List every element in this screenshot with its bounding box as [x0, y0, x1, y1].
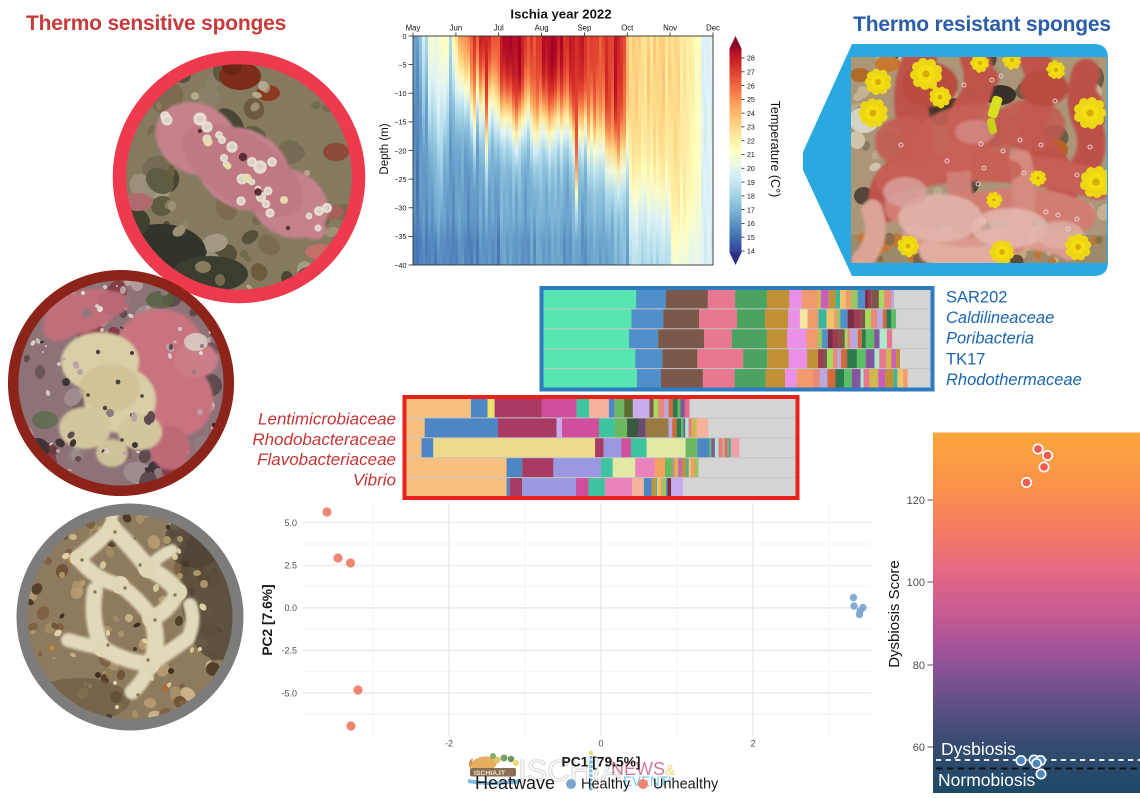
svg-text:Jun: Jun	[450, 24, 463, 33]
svg-text:28: 28	[747, 56, 755, 63]
svg-text:80: 80	[913, 660, 925, 672]
svg-text:Lentimicrobiaceae: Lentimicrobiaceae	[258, 410, 396, 429]
svg-text:Heatwave: Heatwave	[475, 773, 555, 793]
svg-text:Thermo sensitive sponges: Thermo sensitive sponges	[26, 12, 286, 35]
svg-text:Ischia year 2022: Ischia year 2022	[510, 7, 611, 22]
svg-text:SAR202: SAR202	[946, 289, 1007, 307]
svg-text:May: May	[406, 24, 421, 33]
svg-text:Jul: Jul	[494, 24, 504, 33]
svg-text:−15: −15	[394, 118, 406, 127]
svg-text:Dysbiosis: Dysbiosis	[941, 739, 1016, 759]
svg-text:Dysbiosis Score: Dysbiosis Score	[886, 560, 903, 668]
svg-text:−35: −35	[394, 232, 406, 241]
svg-text:0: 0	[598, 739, 603, 749]
svg-text:18: 18	[747, 194, 755, 201]
svg-text:5.0: 5.0	[284, 518, 297, 528]
svg-text:NEWS&: NEWS&	[611, 759, 675, 779]
svg-text:15: 15	[747, 235, 755, 242]
svg-text:Normobiosis: Normobiosis	[938, 770, 1035, 790]
svg-text:Thermo resistant sponges: Thermo resistant sponges	[853, 13, 1111, 36]
svg-text:Oct: Oct	[621, 24, 634, 33]
svg-text:27: 27	[747, 70, 755, 77]
svg-text:EVENTI: EVENTI	[623, 774, 672, 789]
svg-text:2: 2	[750, 739, 755, 749]
svg-text:2.5: 2.5	[284, 561, 297, 571]
svg-text:0.0: 0.0	[284, 603, 297, 613]
svg-text:Depth (m): Depth (m)	[379, 123, 391, 174]
svg-text:0: 0	[403, 32, 407, 41]
svg-text:22: 22	[747, 138, 755, 145]
svg-text:Healthy: Healthy	[581, 777, 631, 793]
svg-text:−25: −25	[394, 175, 406, 184]
svg-text:17: 17	[747, 207, 755, 214]
svg-text:24: 24	[747, 111, 755, 118]
svg-text:PC2 [7.6%]: PC2 [7.6%]	[260, 584, 275, 655]
svg-text:−20: −20	[394, 146, 406, 155]
svg-text:60: 60	[913, 742, 925, 754]
svg-text:Aug: Aug	[535, 24, 549, 33]
svg-text:Sep: Sep	[577, 24, 592, 33]
svg-text:−40: −40	[394, 261, 406, 270]
svg-text:120: 120	[907, 495, 925, 507]
svg-text:Rhodobacteraceae: Rhodobacteraceae	[252, 430, 396, 449]
svg-text:100: 100	[907, 577, 925, 589]
svg-text:-2.5: -2.5	[281, 646, 297, 656]
svg-text:Dec: Dec	[706, 24, 720, 33]
svg-text:Flavobacteriaceae: Flavobacteriaceae	[257, 450, 396, 469]
svg-text:25: 25	[747, 97, 755, 104]
svg-text:19: 19	[747, 180, 755, 187]
svg-text:PC1 [79.5%]: PC1 [79.5%]	[562, 755, 641, 770]
svg-text:20: 20	[747, 166, 755, 173]
svg-text:21: 21	[747, 152, 755, 159]
svg-text:−30: −30	[394, 204, 406, 213]
svg-text:TK17: TK17	[946, 350, 985, 368]
svg-text:-2: -2	[445, 739, 453, 749]
svg-text:14: 14	[747, 249, 755, 256]
svg-text:Unhealthy: Unhealthy	[653, 777, 719, 793]
svg-text:Poribacteria: Poribacteria	[946, 330, 1034, 348]
svg-text:−5: −5	[398, 60, 406, 69]
svg-text:Rhodothermaceae: Rhodothermaceae	[946, 371, 1082, 389]
svg-text:-5.0: -5.0	[281, 688, 297, 698]
svg-text:Caldilineaceae: Caldilineaceae	[946, 309, 1054, 327]
svg-text:Temperature (C°): Temperature (C°)	[768, 101, 782, 198]
svg-text:Nov: Nov	[663, 24, 677, 33]
svg-text:23: 23	[747, 125, 755, 132]
svg-text:ISCHIA.IT: ISCHIA.IT	[474, 770, 506, 777]
svg-text:Vibrio: Vibrio	[353, 470, 396, 489]
svg-text:16: 16	[747, 221, 755, 228]
svg-text:−10: −10	[394, 89, 406, 98]
svg-text:26: 26	[747, 83, 755, 90]
